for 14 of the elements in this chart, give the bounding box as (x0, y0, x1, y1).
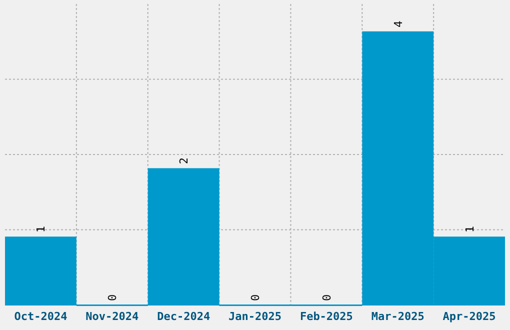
data-label: 1 (463, 226, 476, 233)
data-label: 1 (34, 226, 48, 233)
x-tick-label: Jan-2025 (228, 310, 282, 324)
data-label: 2 (178, 158, 191, 164)
data-label: 0 (320, 294, 334, 301)
data-label: 4 (392, 20, 405, 28)
x-tick-label: Apr-2025 (442, 310, 496, 324)
x-tick-label: Dec-2024 (157, 310, 210, 324)
x-tick-label: Oct-2024 (14, 310, 68, 324)
data-label: 0 (106, 294, 120, 301)
data-label: 0 (249, 294, 262, 301)
x-tick-label: Mar-2025 (371, 310, 424, 324)
x-tick-label: Feb-2025 (300, 310, 353, 324)
x-tick-label: Nov-2024 (86, 310, 140, 324)
